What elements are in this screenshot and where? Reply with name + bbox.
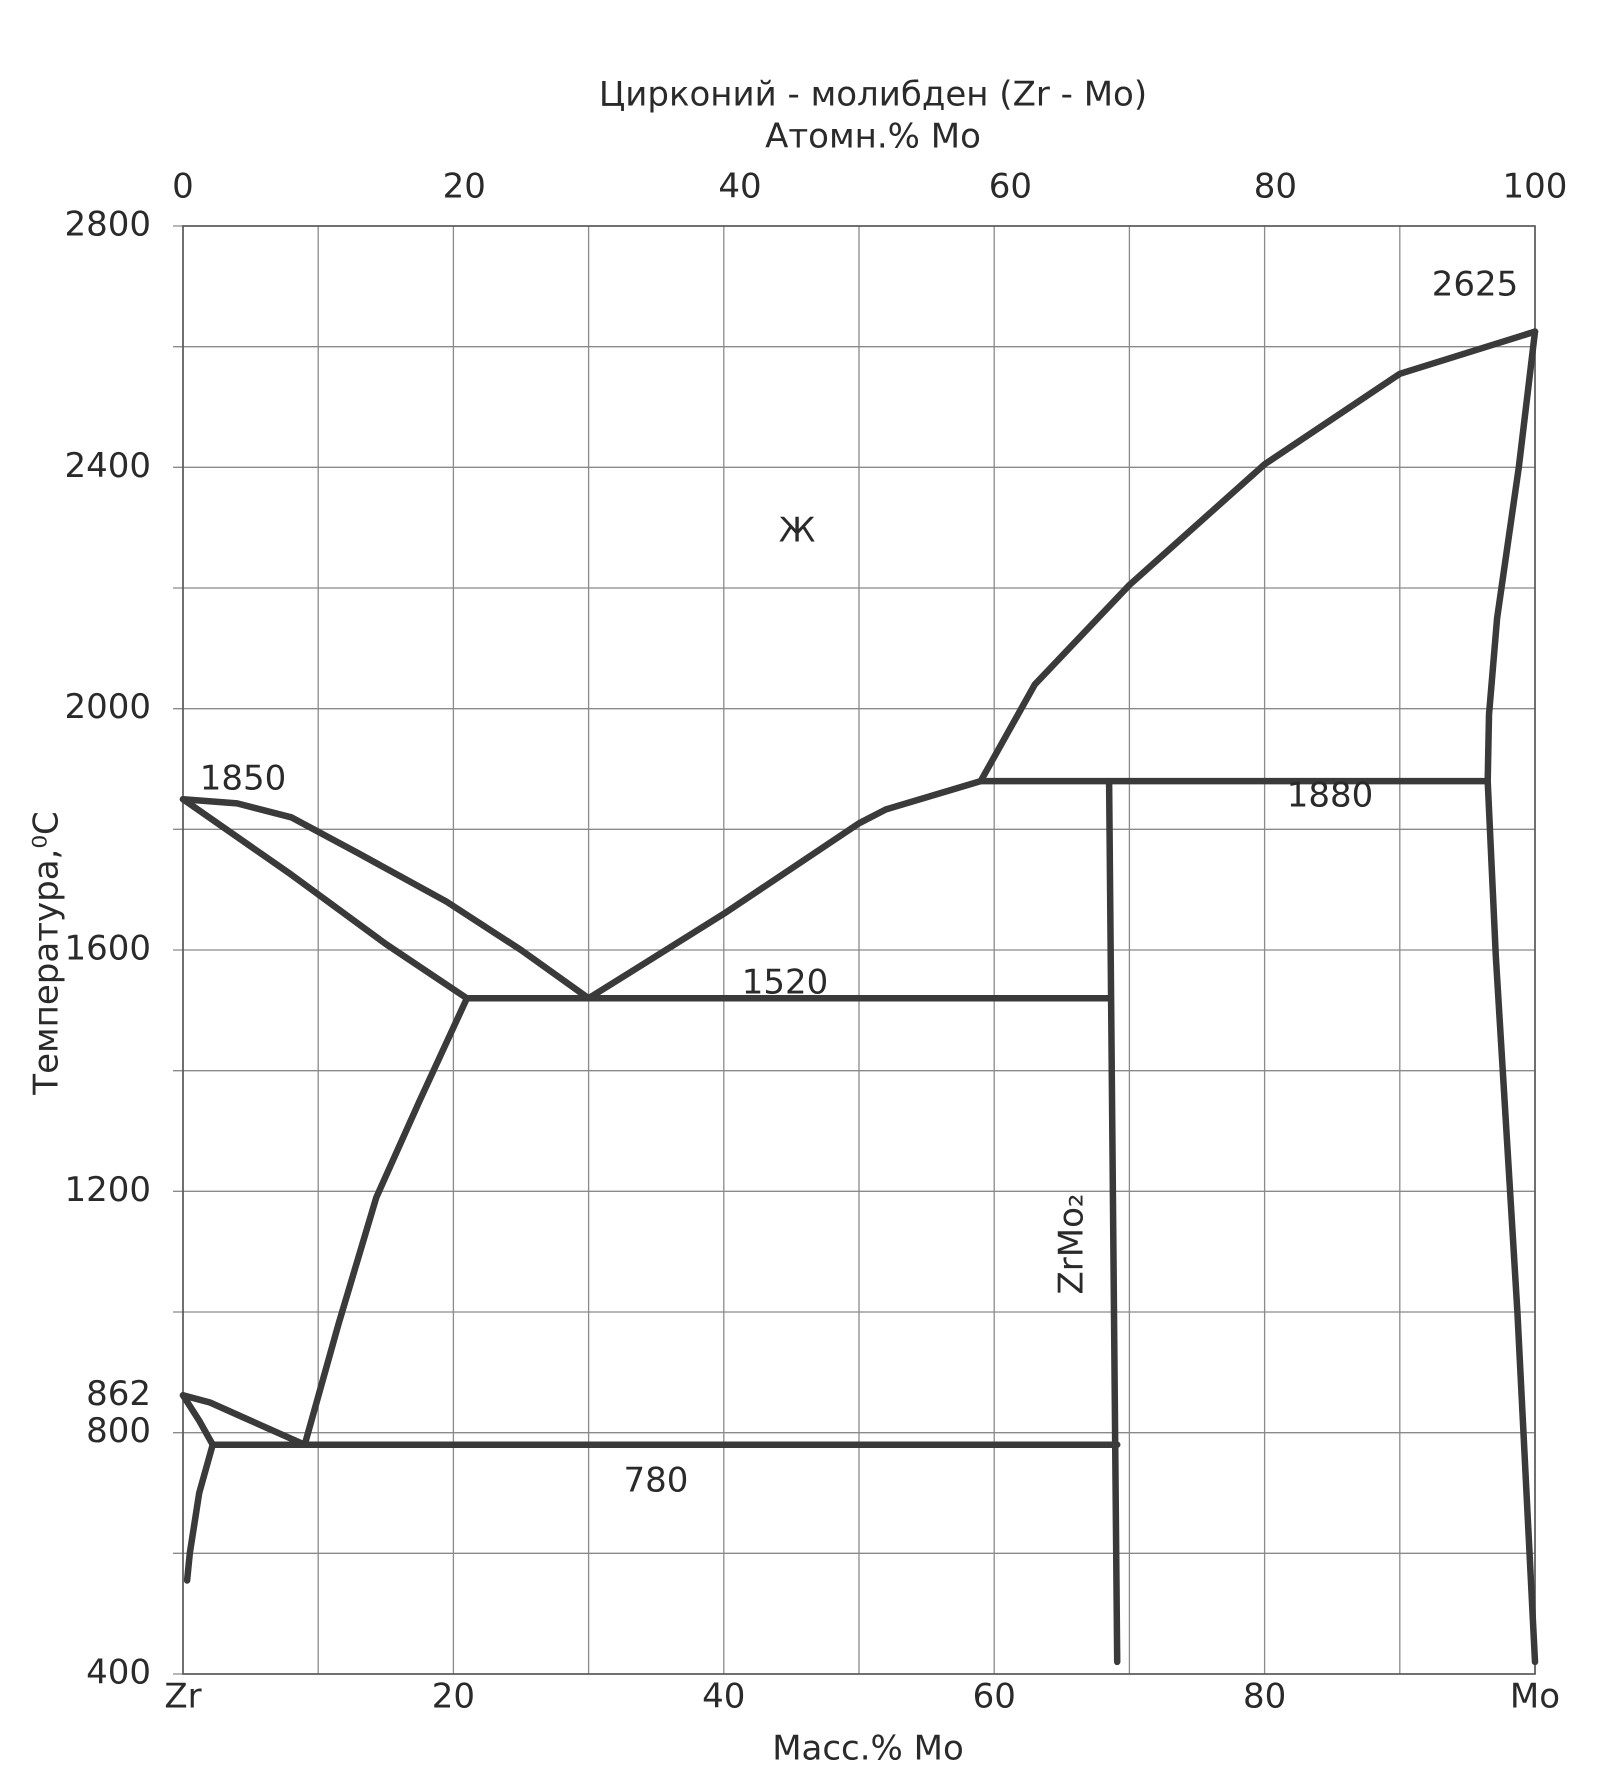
y-tick-label: 1600 — [64, 929, 151, 969]
x-tick-label: 20 — [432, 1677, 475, 1717]
y-tick-label: 862 — [86, 1374, 151, 1414]
x2-tick-label: 20 — [443, 167, 486, 207]
x-tick-label: Mo — [1510, 1677, 1560, 1717]
y-tick-label: 400 — [86, 1653, 151, 1693]
annotation: 780 — [624, 1461, 689, 1501]
x-tick-label: Zr — [164, 1677, 201, 1717]
x2-tick-label: 0 — [172, 167, 194, 207]
x2-tick-label: 80 — [1254, 167, 1297, 207]
phase-boundary — [179, 1392, 308, 1448]
phase-boundary — [179, 795, 471, 1002]
annotation: Ж — [779, 511, 816, 551]
phase-boundary — [301, 995, 471, 1448]
x2-tick-label: 100 — [1503, 167, 1568, 207]
chart-title: Цирконий - молибден (Zr - Mo) — [599, 75, 1147, 115]
y-axis-label: Температура,⁰C — [27, 811, 67, 1095]
annotation: ZrMo₂ — [1052, 1193, 1092, 1294]
y-tick-label: 800 — [86, 1411, 151, 1451]
annotation: 2625 — [1432, 265, 1519, 305]
x-axis-label: Масс.% Mo — [772, 1729, 964, 1769]
annotation: 1850 — [200, 759, 287, 799]
phase-boundary — [1484, 328, 1539, 1666]
x-tick-label: 60 — [973, 1677, 1016, 1717]
y-tick-label: 2400 — [64, 446, 151, 486]
y-tick-label: 2000 — [64, 687, 151, 727]
phase-boundary — [179, 795, 592, 1002]
x2-tick-label: 40 — [718, 167, 761, 207]
phase-boundary — [179, 1392, 216, 1448]
plot-frame — [182, 225, 1536, 1675]
y-tick-label: 2800 — [64, 205, 151, 245]
x2-tick-label: 60 — [989, 167, 1032, 207]
phase-boundary — [1105, 777, 1121, 1666]
phase-boundary — [183, 1441, 216, 1584]
annotation: 1520 — [742, 963, 829, 1003]
x2-axis-label: Атомн.% Mo — [765, 117, 981, 157]
x-tick-label: 80 — [1243, 1677, 1286, 1717]
annotation: 1880 — [1287, 776, 1374, 816]
y-tick-label: 1200 — [64, 1170, 151, 1210]
phase-boundary — [585, 328, 1539, 1002]
x-tick-label: 40 — [702, 1677, 745, 1717]
